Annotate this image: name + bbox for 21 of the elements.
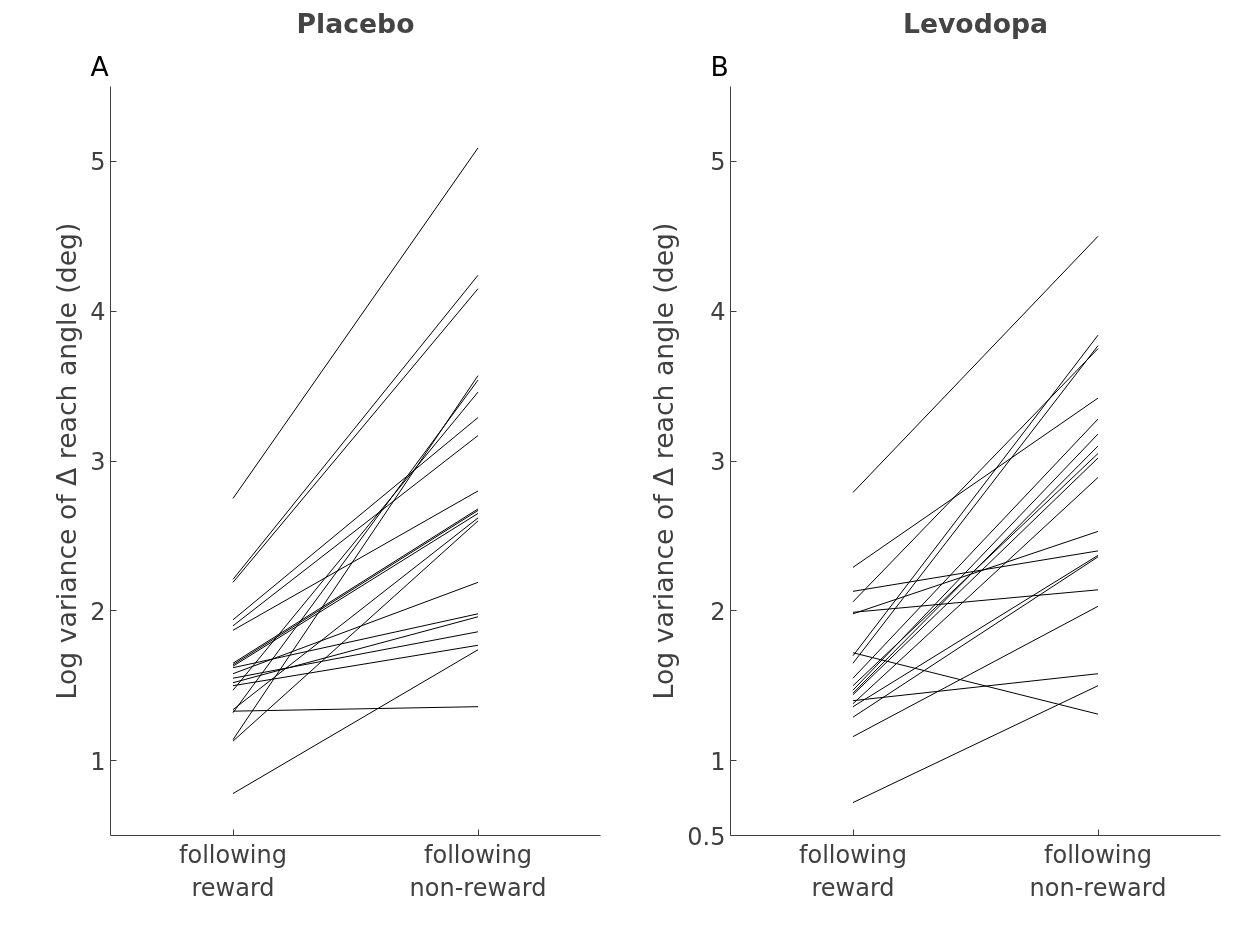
x-tick-label: following reward — [799, 840, 907, 903]
y-axis-title: Log variance of Δ reach angle (deg) — [51, 222, 83, 700]
x-tick-label: following reward — [179, 840, 287, 903]
text: A — [90, 50, 110, 82]
chart-title: Levodopa — [902, 7, 1049, 39]
y-tick-label: 4 — [710, 298, 726, 327]
x-tick-label: following non-reward — [1029, 840, 1167, 903]
y-tick-label: 4 — [90, 298, 106, 327]
text: B — [710, 50, 729, 82]
y-tick-label: 1 — [90, 747, 106, 776]
y-tick-label: 1 — [710, 747, 726, 776]
y-axis-title: Log variance of Δ reach angle (deg) — [648, 222, 680, 700]
y-tick-label: 3 — [90, 448, 106, 476]
y-tick-label: 2 — [90, 597, 106, 626]
y-tick-label: 2 — [710, 597, 726, 626]
y-tick-label: 3 — [710, 448, 726, 476]
y-tick-label: 5 — [710, 148, 726, 177]
x-tick-label: following non-reward — [409, 840, 547, 903]
y-tick-label: 0.5 — [687, 822, 726, 851]
y-tick-label: 5 — [90, 148, 106, 177]
chart-title: Placebo — [296, 7, 415, 39]
